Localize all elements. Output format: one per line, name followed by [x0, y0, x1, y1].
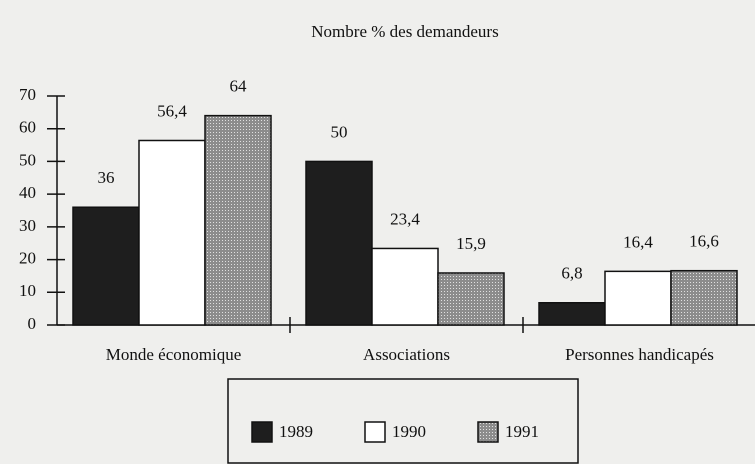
value-label: 6,8: [561, 264, 582, 283]
y-tick-label: 30: [19, 216, 36, 235]
value-label: 15,9: [456, 234, 486, 253]
bar: [72, 206, 140, 326]
y-tick-label: 10: [19, 281, 36, 300]
chart-title: Nombre % des demandeurs: [311, 22, 498, 41]
legend-swatch: [364, 421, 386, 443]
value-label: 64: [230, 77, 248, 96]
value-label: 50: [331, 122, 348, 141]
legend-label: 1990: [392, 422, 426, 441]
x-tick-label: Monde économique: [106, 345, 242, 364]
bar: [538, 302, 606, 326]
bar: [138, 139, 206, 326]
legend-box: [227, 378, 579, 464]
y-tick-label: 20: [19, 248, 36, 267]
bar: [371, 247, 439, 326]
value-label: 16,6: [689, 232, 719, 251]
value-label: 16,4: [623, 232, 653, 251]
y-tick-label: 60: [19, 118, 36, 137]
bar: [604, 270, 672, 326]
y-tick-label: 50: [19, 150, 36, 169]
x-tick-label: Personnes handicapés: [565, 345, 714, 364]
bar: [305, 160, 373, 326]
y-tick-label: 70: [19, 85, 36, 104]
y-tick-label: 0: [28, 314, 37, 333]
legend-swatch: [477, 421, 499, 443]
bar: [204, 114, 272, 326]
x-tick-label: Associations: [363, 345, 450, 364]
value-label: 56,4: [157, 101, 187, 120]
y-tick-label: 40: [19, 183, 36, 202]
bar: [670, 269, 738, 326]
legend-label: 1989: [279, 422, 313, 441]
bar: [437, 272, 505, 326]
value-label: 36: [98, 168, 115, 187]
value-label: 23,4: [390, 209, 420, 228]
legend-label: 1991: [505, 422, 539, 441]
legend-swatch: [251, 421, 273, 443]
